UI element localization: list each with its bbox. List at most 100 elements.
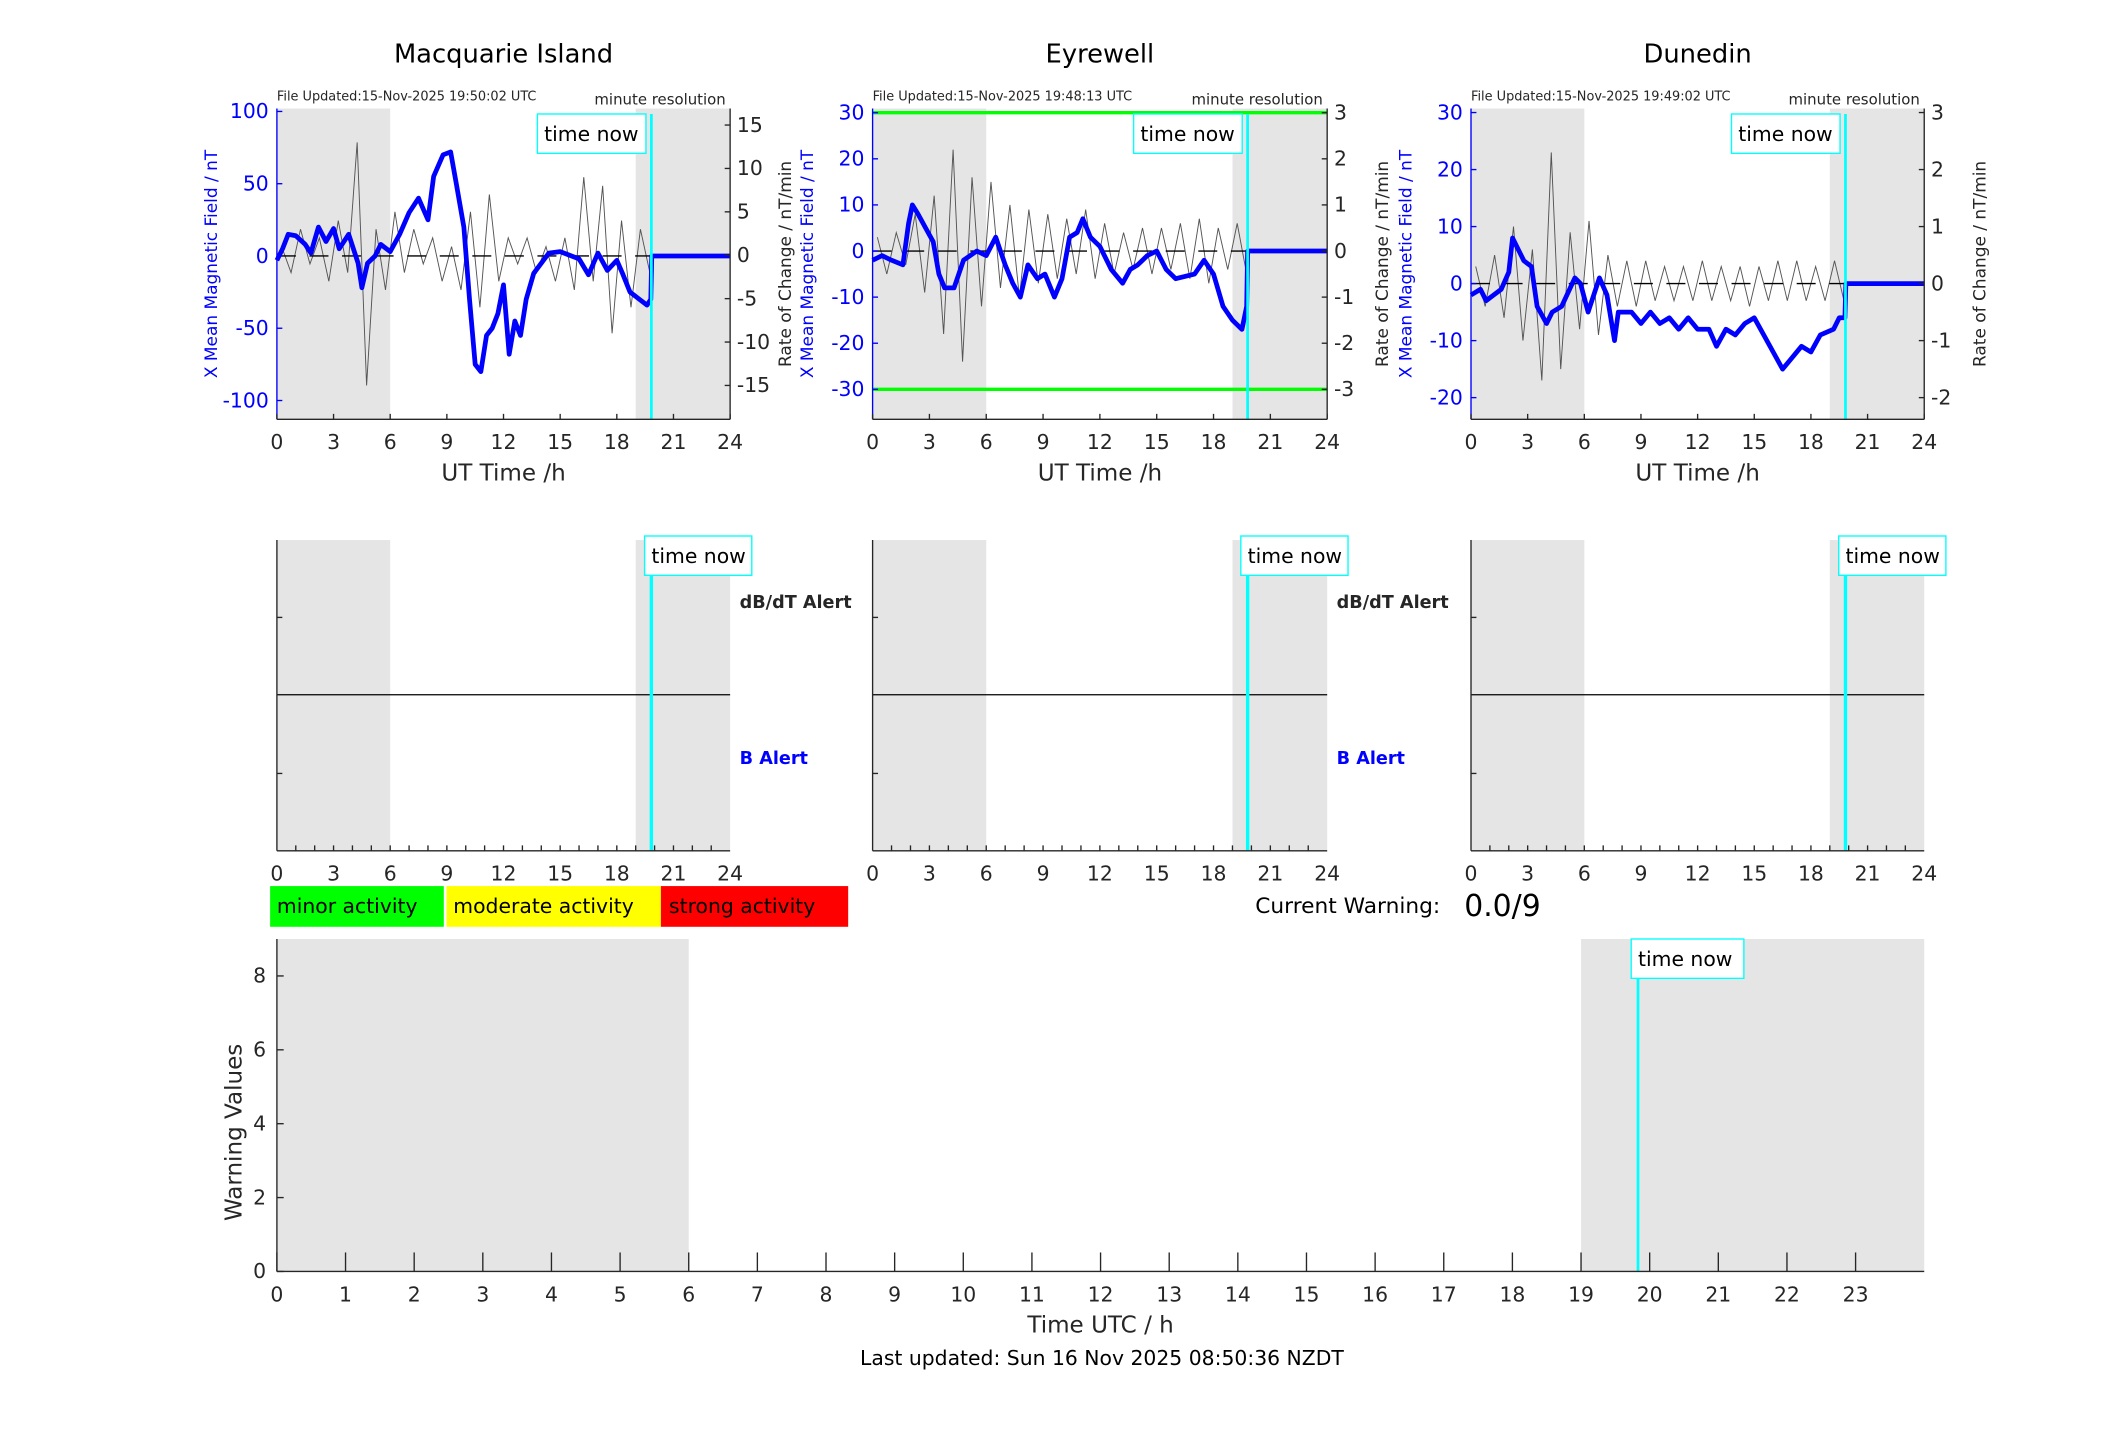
y-right-tick-label: -2 bbox=[1334, 331, 1354, 355]
legend-moderate-label: moderate activity bbox=[453, 894, 633, 918]
x-tick-label: 12 bbox=[1685, 862, 1711, 886]
x-tick-label: 2 bbox=[408, 1282, 421, 1306]
y-right-tick-label: 0 bbox=[1931, 271, 1944, 295]
time-now-label: time now bbox=[1845, 544, 1939, 568]
x-tick-label: 15 bbox=[1144, 430, 1170, 454]
y-left-tick-label: 20 bbox=[839, 147, 865, 171]
resolution-text: minute resolution bbox=[1191, 90, 1322, 108]
x-tick-label: 12 bbox=[491, 862, 517, 886]
y-left-tick-label: -10 bbox=[1430, 328, 1463, 352]
file-updated-text: File Updated:15-Nov-2025 19:50:02 UTC bbox=[277, 89, 537, 104]
x-tick-label: 15 bbox=[547, 862, 573, 886]
time-now-label: time now bbox=[1638, 947, 1732, 971]
y-right-tick-label: 3 bbox=[1334, 100, 1347, 124]
y-right-tick-label: 5 bbox=[737, 200, 750, 224]
current-warning-label: Current Warning: bbox=[1255, 894, 1440, 919]
y-left-tick-label: 30 bbox=[839, 100, 865, 124]
y-right-axis-label: Rate of Change / nT/min bbox=[1372, 161, 1392, 367]
y-tick-label: 6 bbox=[253, 1038, 266, 1062]
x-tick-label: 12 bbox=[1087, 862, 1113, 886]
y-right-tick-label: 2 bbox=[1334, 147, 1347, 171]
x-tick-label: 4 bbox=[545, 1282, 558, 1306]
x-tick-label: 15 bbox=[1144, 862, 1170, 886]
x-tick-label: 6 bbox=[682, 1282, 695, 1306]
x-tick-label: 15 bbox=[1741, 430, 1767, 454]
time-now-label: time now bbox=[1140, 122, 1234, 146]
legend-strong-swatch bbox=[660, 886, 849, 927]
time-now-label: time now bbox=[544, 122, 638, 146]
station-alert-plots: time now 0 3 6 9 12 15 18 21 24 dB/dT Alert B Alert… bbox=[270, 535, 1947, 886]
time-now-box bbox=[536, 113, 647, 155]
y-tick-label: 2 bbox=[253, 1185, 266, 1209]
x-tick-label: 0 bbox=[270, 862, 283, 886]
y-right-axis-label: Rate of Change / nT/min bbox=[775, 161, 795, 367]
x-tick-label: 24 bbox=[1314, 862, 1340, 886]
x-tick-label: 3 bbox=[327, 862, 340, 886]
y-right-tick-label: -5 bbox=[737, 286, 757, 310]
x-tick-label: 9 bbox=[1634, 430, 1647, 454]
x-tick-label: 3 bbox=[923, 430, 936, 454]
resolution-text: minute resolution bbox=[1789, 90, 1920, 108]
x-tick-label: 6 bbox=[384, 430, 397, 454]
x-tick-label: 0 bbox=[866, 862, 879, 886]
x-field-line bbox=[274, 149, 731, 374]
x-tick-label: 24 bbox=[1314, 430, 1340, 454]
x-tick-label: 19 bbox=[1568, 1282, 1594, 1306]
alert-panel: time now 0 3 6 9 12 15 18 21 24 bbox=[1465, 535, 1947, 886]
y-axis-label: Warning Values bbox=[222, 1044, 248, 1221]
x-tick-label: 11 bbox=[1019, 1282, 1045, 1306]
shaded-region bbox=[872, 108, 987, 420]
x-axis-label: UT Time /h bbox=[1635, 460, 1759, 486]
y-tick-label: 8 bbox=[253, 964, 266, 988]
y-left-tick-label: 0 bbox=[1450, 271, 1463, 295]
y-right-tick-label: 3 bbox=[1931, 100, 1944, 124]
y-left-tick-label: 20 bbox=[1437, 157, 1463, 181]
y-left-tick-label: 10 bbox=[839, 193, 865, 217]
y-left-tick-label: -10 bbox=[831, 285, 864, 309]
y-left-tick-label: 30 bbox=[1437, 100, 1463, 124]
x-tick-label: 12 bbox=[491, 430, 517, 454]
y-right-tick-label: -1 bbox=[1334, 285, 1354, 309]
x-tick-label: 8 bbox=[820, 1282, 833, 1306]
y-tick-label: 0 bbox=[253, 1259, 266, 1283]
y-left-tick-label: -20 bbox=[831, 331, 864, 355]
x-tick-label: 15 bbox=[547, 430, 573, 454]
x-tick-label: 1 bbox=[339, 1282, 352, 1306]
y-right-tick-label: 15 bbox=[737, 113, 763, 137]
x-tick-label: 7 bbox=[751, 1282, 764, 1306]
x-tick-label: 24 bbox=[1911, 430, 1937, 454]
y-right-tick-label: -10 bbox=[737, 330, 770, 354]
x-tick-label: 10 bbox=[950, 1282, 976, 1306]
x-field-line bbox=[871, 202, 1328, 332]
y-right-tick-label: 1 bbox=[1334, 193, 1347, 217]
x-tick-label: 3 bbox=[327, 430, 340, 454]
x-tick-label: 18 bbox=[1798, 430, 1824, 454]
x-tick-label: 18 bbox=[1201, 430, 1227, 454]
y-right-tick-label: -15 bbox=[737, 373, 770, 397]
y-left-tick-label: 0 bbox=[852, 239, 865, 263]
x-field-line bbox=[1469, 235, 1925, 372]
x-tick-label: 0 bbox=[1465, 430, 1478, 454]
resolution-text: minute resolution bbox=[594, 90, 725, 108]
x-tick-label: 15 bbox=[1294, 1282, 1320, 1306]
x-tick-label: 13 bbox=[1156, 1282, 1182, 1306]
time-now-label: time now bbox=[1738, 122, 1832, 146]
y-left-axis-label: X Mean Magnetic Field / nT bbox=[1395, 149, 1415, 378]
file-updated-text: File Updated:15-Nov-2025 19:49:02 UTC bbox=[1471, 89, 1731, 104]
rate-of-change-line bbox=[1475, 152, 1845, 381]
station-title: Eyrewell bbox=[1046, 39, 1155, 69]
y-left-tick-label: 0 bbox=[256, 244, 269, 268]
x-tick-label: 17 bbox=[1431, 1282, 1457, 1306]
alert-panel: time now 0 3 6 9 12 15 18 21 24 dB/dT Alert B Alert bbox=[866, 535, 1450, 886]
x-tick-label: 12 bbox=[1088, 1282, 1114, 1306]
dbdt-alert-label: dB/dT Alert bbox=[1337, 593, 1450, 613]
legend-moderate-swatch bbox=[446, 886, 661, 927]
y-left-tick-label: -100 bbox=[223, 388, 269, 412]
y-right-tick-label: 2 bbox=[1931, 157, 1944, 181]
station-title: Macquarie Island bbox=[394, 39, 613, 69]
y-left-tick-label: -30 bbox=[831, 377, 864, 401]
x-tick-label: 3 bbox=[476, 1282, 489, 1306]
x-tick-label: 9 bbox=[440, 862, 453, 886]
x-tick-label: 3 bbox=[1521, 862, 1534, 886]
x-tick-label: 9 bbox=[888, 1282, 901, 1306]
